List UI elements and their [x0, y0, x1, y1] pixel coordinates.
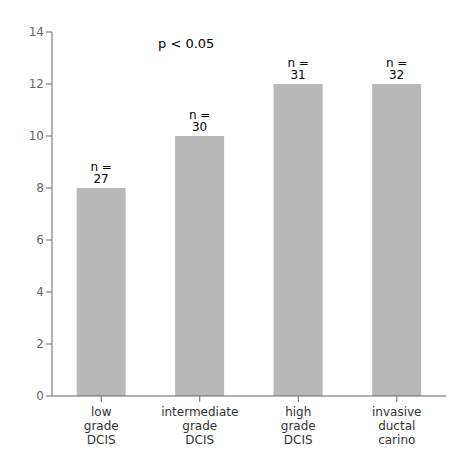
svg-text:lowgradeDCIS: lowgradeDCIS [84, 405, 119, 447]
svg-text:14: 14 [29, 25, 44, 39]
svg-text:highgradeDCIS: highgradeDCIS [281, 405, 316, 447]
svg-text:invasiveductalcarino: invasiveductalcarino [372, 405, 421, 447]
svg-text:12: 12 [29, 77, 44, 91]
svg-text:10: 10 [29, 129, 44, 143]
svg-text:n =27: n =27 [90, 160, 111, 186]
svg-text:6: 6 [36, 233, 44, 247]
svg-text:8: 8 [36, 181, 44, 195]
svg-text:n =30: n =30 [189, 108, 210, 134]
svg-text:0: 0 [36, 389, 44, 403]
svg-text:n =32: n =32 [386, 56, 407, 82]
svg-text:n =31: n =31 [287, 56, 308, 82]
svg-text:2: 2 [36, 337, 44, 351]
svg-text:intermediategradeDCIS: intermediategradeDCIS [161, 405, 238, 447]
html-text:p < 0.05: p < 0.05 [158, 36, 215, 51]
svg-text:4: 4 [36, 285, 44, 299]
